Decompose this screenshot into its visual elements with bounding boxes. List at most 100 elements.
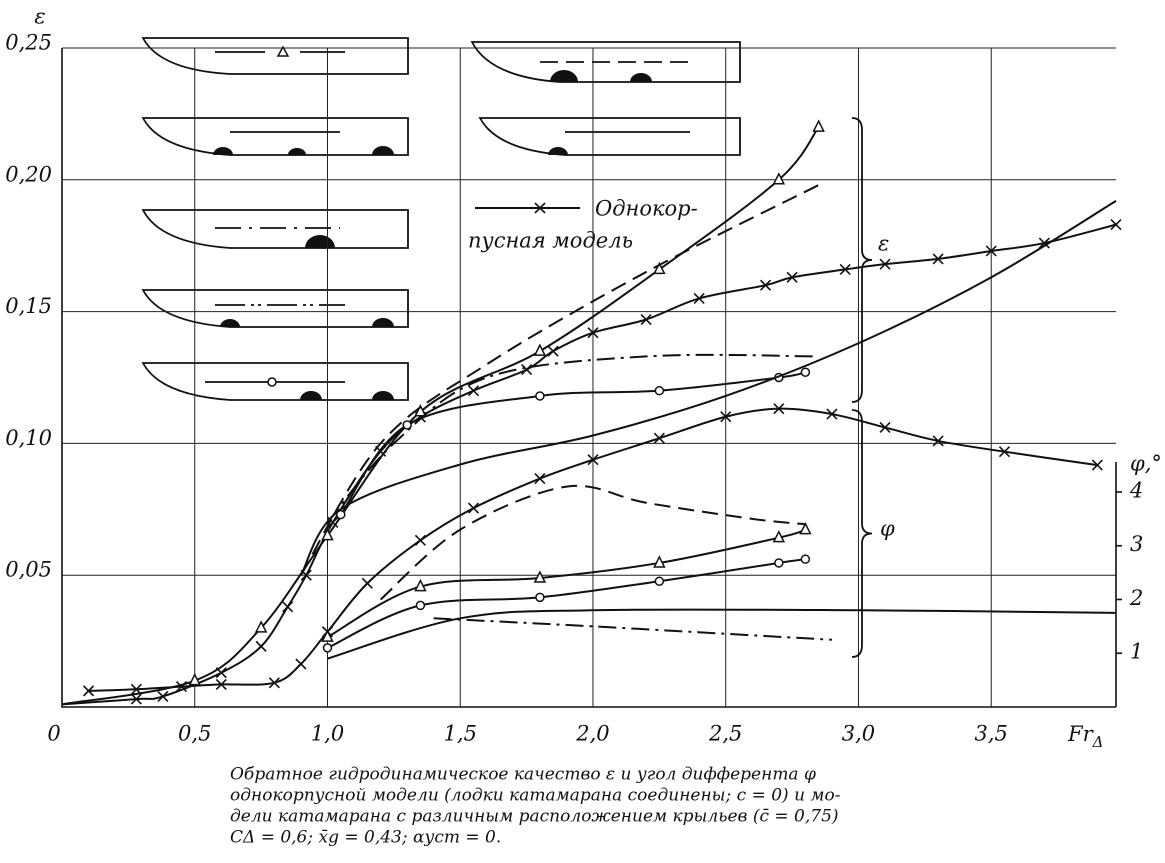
marker-x-stroke <box>282 601 294 613</box>
marker-x <box>1110 219 1122 231</box>
x-tick-label: 3,0 <box>842 722 875 746</box>
marker-triangle <box>772 530 786 543</box>
marker-x-stroke <box>414 534 426 546</box>
marker-triangle <box>321 527 334 541</box>
marker-x <box>1038 237 1050 249</box>
marker-triangle <box>772 172 786 185</box>
marker-x <box>587 327 599 339</box>
marker-triangle <box>653 555 666 568</box>
marker-x-stroke <box>826 408 838 420</box>
x-axis-label-sub: Δ <box>1092 733 1104 751</box>
marker-x <box>932 253 944 265</box>
marker-x <box>268 677 280 689</box>
series-line <box>300 184 820 576</box>
x-tick-label: 2,5 <box>708 722 742 746</box>
brace <box>851 409 873 658</box>
marker-x-stroke <box>467 385 480 397</box>
marker-x <box>157 690 169 703</box>
series-line <box>300 200 1117 576</box>
marker-circle <box>800 554 811 564</box>
marker-x-stroke <box>759 279 772 291</box>
marker-x-stroke <box>1038 237 1050 249</box>
legend-marker <box>534 202 546 214</box>
marker-triangle <box>653 261 666 275</box>
marker-x-stroke <box>534 472 546 485</box>
marker-x <box>414 534 426 546</box>
marker-x-stroke <box>130 693 142 705</box>
marker-x-stroke <box>157 690 169 703</box>
marker-x <box>720 411 732 423</box>
marker-x-stroke <box>268 677 280 689</box>
marker-x <box>786 271 798 283</box>
marker-x-stroke <box>587 327 599 339</box>
caption-line: CΔ = 0,6; x̄g = 0,43; αуст = 0. <box>230 828 501 848</box>
marker-x <box>773 403 785 415</box>
marker-x <box>985 245 997 257</box>
marker-circle <box>415 600 426 611</box>
marker-x-stroke <box>879 258 891 270</box>
marker-x-stroke <box>1110 219 1122 231</box>
marker-x <box>932 435 944 447</box>
marker-x-stroke <box>215 678 227 690</box>
marker-x-stroke <box>255 640 267 652</box>
x-tick-label: 1,5 <box>444 722 477 746</box>
marker-x <box>759 279 772 291</box>
marker-circle <box>535 391 545 401</box>
y-tick-label: 0,15 <box>5 294 52 318</box>
marker-x <box>467 502 480 514</box>
marker-x <box>295 658 307 670</box>
marker-x <box>282 601 294 613</box>
marker-x <box>826 408 838 420</box>
marker-x-stroke <box>773 403 785 415</box>
marker-x-stroke <box>587 454 599 466</box>
marker-x-stroke <box>998 446 1011 458</box>
marker-x-stroke <box>720 411 732 423</box>
marker-x-stroke <box>1091 459 1103 471</box>
marker-x <box>547 345 559 357</box>
x-axis-label-main: Fr <box>1067 722 1095 746</box>
marker-triangle <box>812 119 825 132</box>
x-tick-label: 2,0 <box>575 722 609 746</box>
marker-x <box>467 385 480 397</box>
y2-tick-label: 1 <box>1130 640 1143 664</box>
legend-marker-x <box>534 202 546 214</box>
marker-x-stroke <box>879 421 891 434</box>
marker-triangle <box>188 672 201 686</box>
marker-x <box>879 421 891 434</box>
axis-frame <box>61 48 1117 708</box>
y2-tick-label: 3 <box>1130 532 1143 556</box>
marker-x-stroke <box>985 245 997 257</box>
marker-x <box>215 678 227 690</box>
marker-triangle <box>414 404 427 417</box>
marker-circle <box>402 420 412 430</box>
brace-label: φ <box>880 517 895 541</box>
brace <box>851 117 873 403</box>
series-line <box>327 528 806 639</box>
marker-x <box>1091 459 1103 471</box>
marker-x <box>693 292 705 304</box>
x-tick-label: 3,5 <box>975 722 1008 746</box>
marker-x-stroke <box>547 345 559 357</box>
y2-tick-label: 2 <box>1129 586 1143 610</box>
series-line <box>379 484 806 601</box>
marker-triangle <box>414 578 427 592</box>
marker-x-stroke <box>82 685 95 697</box>
marker-x-stroke <box>693 292 705 304</box>
y2-axis-label: φ,° <box>1130 452 1162 476</box>
hull-sketches <box>141 37 741 401</box>
marker-x-stroke <box>653 432 665 444</box>
y-tick-label: 0,20 <box>5 162 52 186</box>
caption-line: Обратное гидродинамическое качество ε и … <box>230 765 816 785</box>
y-tick-label: 0,10 <box>5 426 52 450</box>
marker-circle <box>654 385 665 396</box>
series-line <box>433 617 832 641</box>
marker-x-stroke <box>295 658 307 670</box>
marker-x-stroke <box>932 253 944 265</box>
legend-text: Однокор- <box>595 197 698 221</box>
marker-triangle <box>533 570 547 583</box>
marker-x-stroke <box>467 502 480 514</box>
marker-x <box>587 454 599 466</box>
marker-x-stroke <box>640 313 652 326</box>
marker-x-stroke <box>932 435 944 447</box>
marker-triangle <box>254 620 268 633</box>
